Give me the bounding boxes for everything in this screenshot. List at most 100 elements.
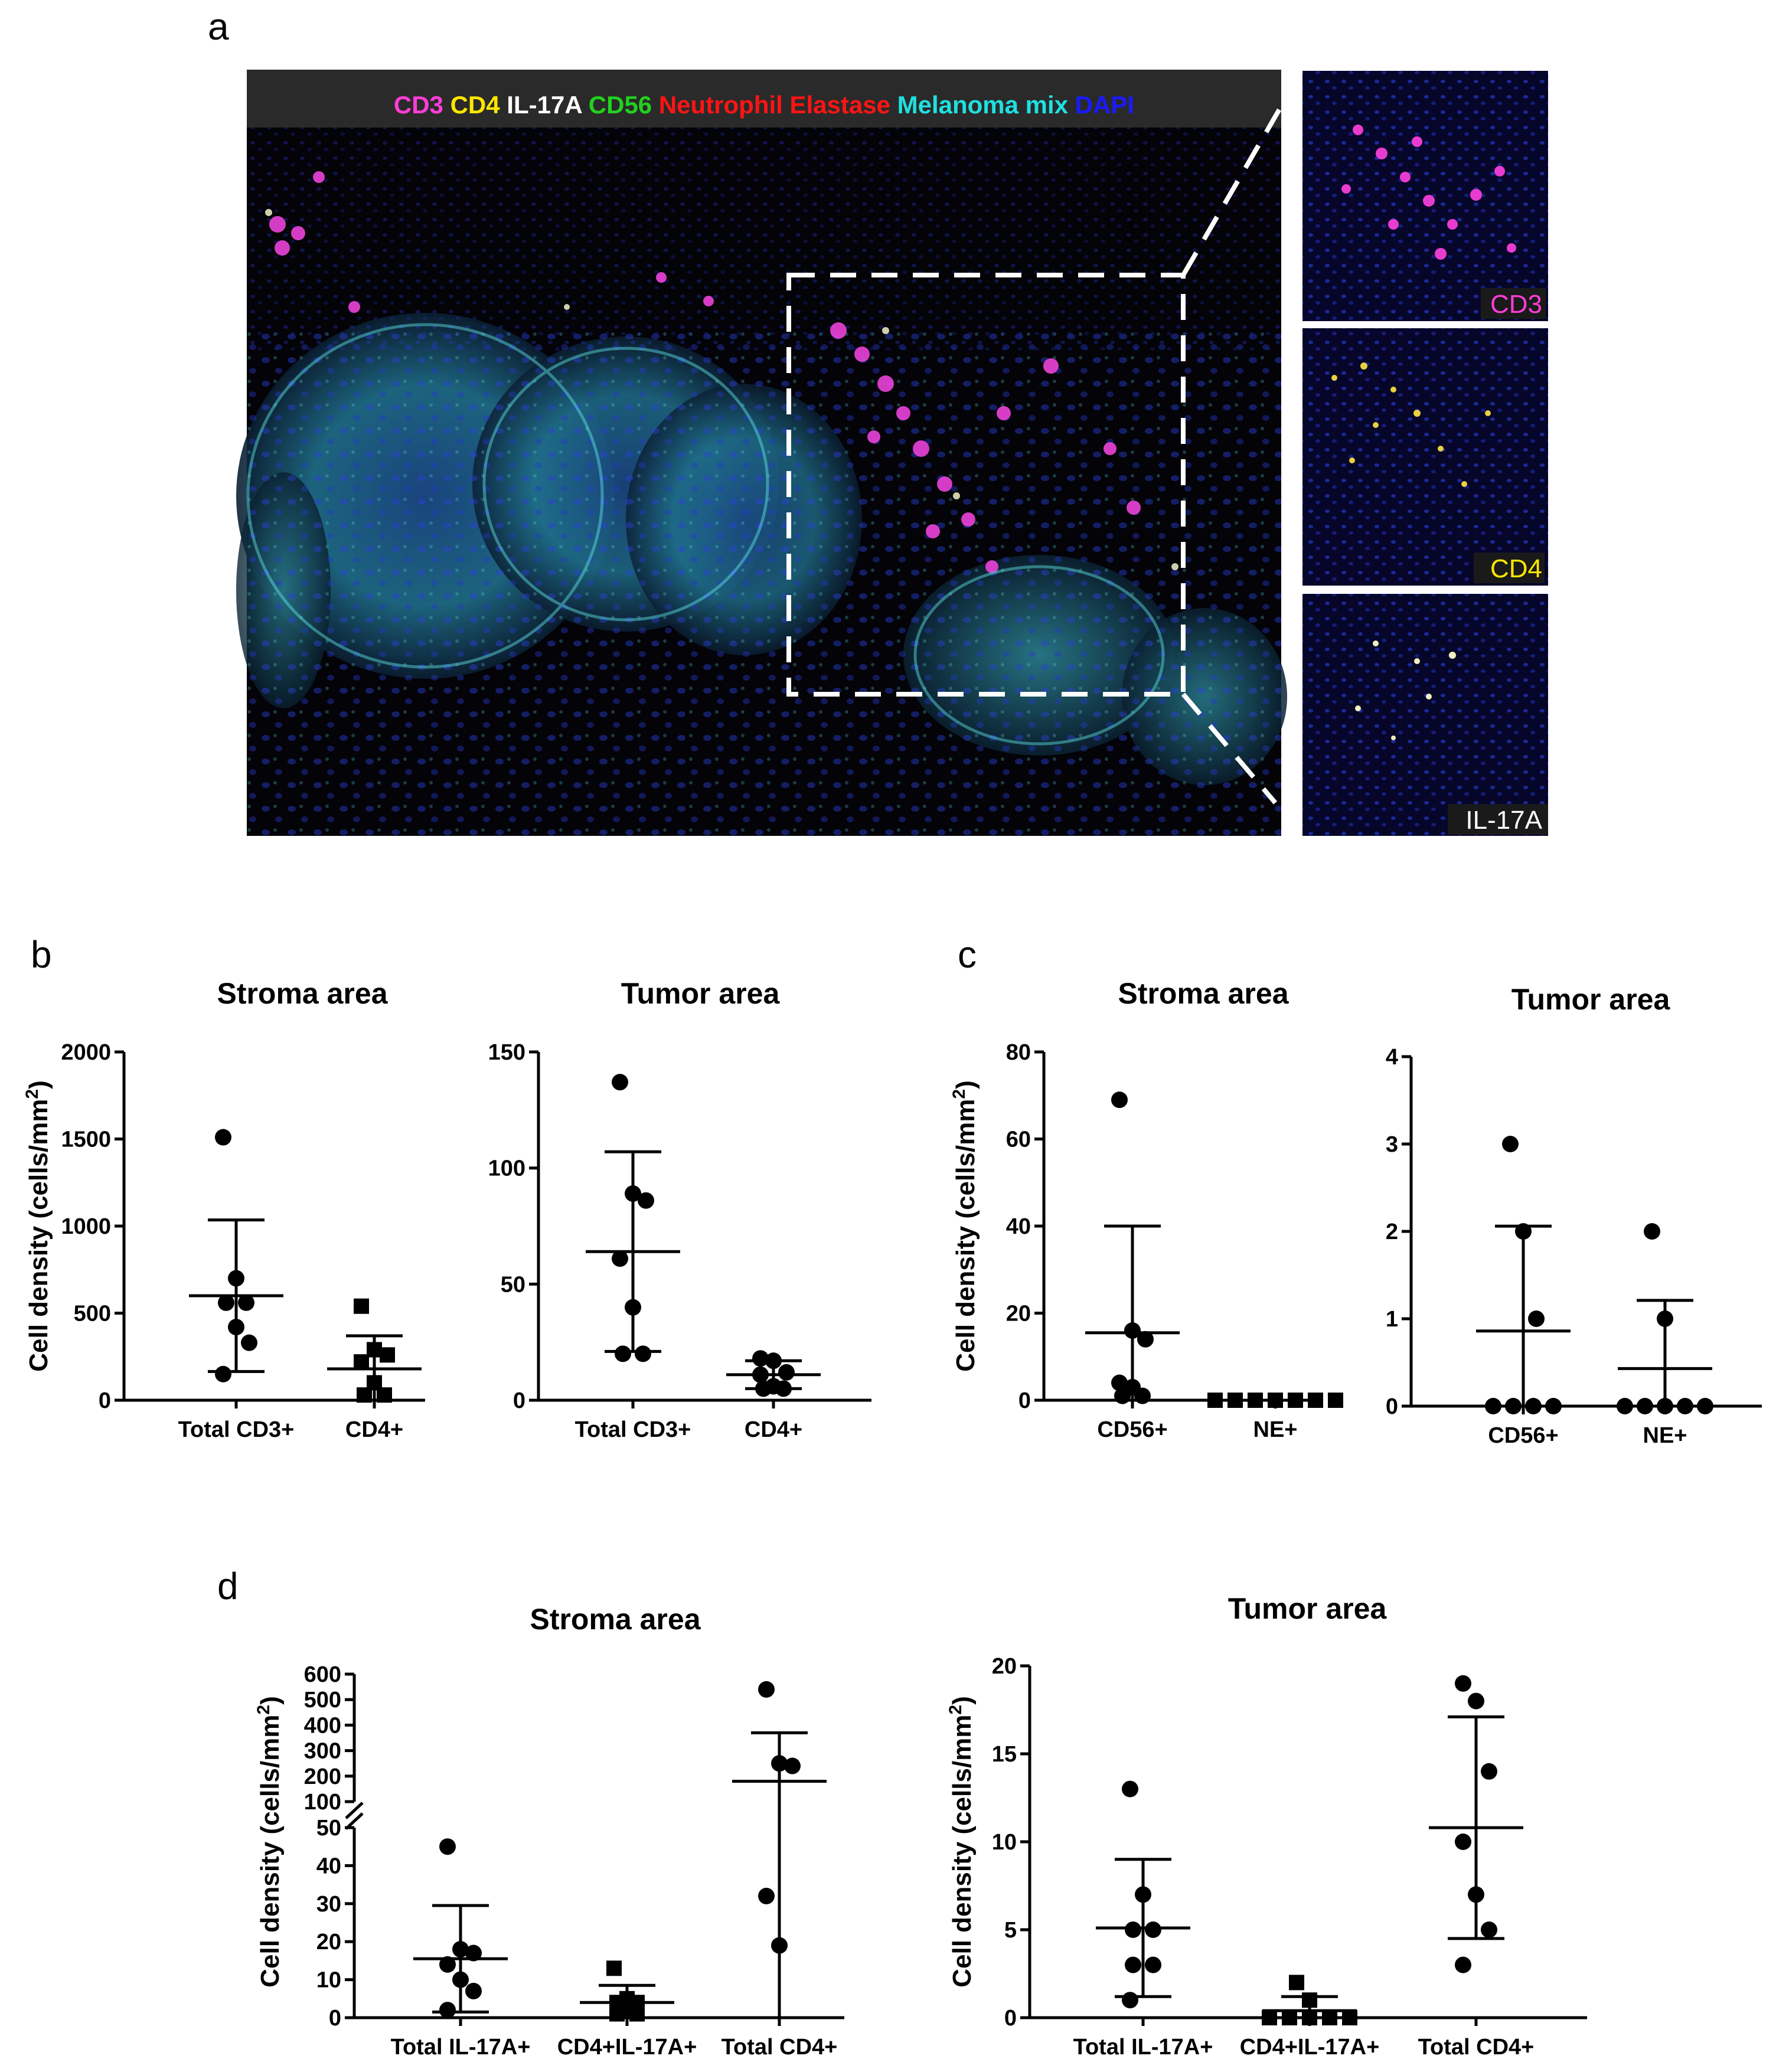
y-tick-label: 300 (304, 1739, 341, 1764)
y-tick-label: 60 (1006, 1127, 1031, 1152)
legend-il17a: IL-17A (507, 91, 582, 119)
chart-b-stroma: Stroma area 0 500 1000 1500 2000 Total CD3+ CD4… (22, 977, 425, 1442)
data-point (1125, 1921, 1141, 1938)
y-tick-label: 0 (329, 2006, 341, 2031)
data-point (1111, 1091, 1128, 1109)
data-point (1545, 1398, 1562, 1414)
y-tick-label: 0 (1018, 1388, 1031, 1413)
inset-cd3-label: CD3 (1490, 290, 1542, 319)
data-point (439, 2002, 456, 2019)
data-point (1481, 1763, 1497, 1780)
y-tick-label: 4 (1386, 1045, 1398, 1070)
data-point (778, 1364, 795, 1381)
data-point (380, 1347, 395, 1363)
y-tick-label: 100 (488, 1156, 525, 1181)
data-point (1145, 1956, 1161, 1973)
y-tick-label: 50 (316, 1816, 341, 1841)
y-tick-label: 500 (304, 1688, 341, 1712)
data-point (758, 1681, 775, 1698)
panel-label-c: c (958, 933, 977, 976)
inset-cd4-label: CD4 (1490, 554, 1542, 583)
data-point (354, 1298, 369, 1314)
data-point (439, 1956, 456, 1973)
panel-label-d: d (217, 1565, 239, 1607)
data-point (241, 1334, 257, 1351)
category-label: CD56+ (1097, 1417, 1167, 1442)
data-point (1617, 1398, 1633, 1414)
data-point (1328, 1393, 1343, 1408)
category-label: Total CD3+ (178, 1417, 295, 1442)
legend-dapi: DAPI (1075, 91, 1134, 119)
data-point (1455, 1834, 1471, 1850)
data-point (606, 1960, 622, 1976)
data-point (1455, 1675, 1471, 1692)
data-point (1481, 1921, 1497, 1938)
y-tick-label: 0 (513, 1388, 525, 1413)
category-label: Total CD4+ (1418, 2035, 1535, 2060)
chart-title: Tumor area (621, 977, 781, 1010)
y-tick-label: 150 (488, 1040, 525, 1065)
data-point (638, 1192, 654, 1209)
data-point (784, 1757, 801, 1774)
y-tick-label: 40 (316, 1854, 341, 1878)
legend-melanoma-mix: Melanoma mix (897, 91, 1069, 119)
chart-title: Stroma area (217, 977, 388, 1010)
data-point (1697, 1398, 1713, 1414)
y-tick-label: 15 (992, 1742, 1017, 1767)
inset-il17a: IL-17A (1302, 594, 1548, 836)
y-tick-label: 20 (992, 1654, 1017, 1679)
category-label: CD4+ (745, 1417, 802, 1442)
data-point (1485, 1398, 1501, 1414)
y-tick-label: 2 (1386, 1220, 1398, 1244)
data-point (1262, 2010, 1277, 2025)
legend-bar (247, 70, 1281, 128)
zoom-line-bottom (1181, 692, 1278, 805)
microscopy-panel-a: CD3 CD4 IL-17A CD56 Neutrophil Elastase … (236, 70, 1548, 836)
data-point (1111, 1374, 1128, 1391)
zoom-region-box (786, 273, 1186, 697)
data-point (1145, 1921, 1161, 1938)
y-tick-label: 50 (501, 1272, 525, 1297)
y-axis-label: Cell density (cells/mm2) (949, 1080, 981, 1372)
data-point (1468, 1692, 1484, 1710)
category-label: CD4+IL-17A+ (557, 2035, 697, 2060)
legend-cd4: CD4 (450, 91, 501, 119)
panel-label-a: a (208, 5, 229, 48)
y-tick-label: 3 (1386, 1132, 1398, 1157)
data-point (1122, 1992, 1138, 2009)
y-tick-label: 5 (1004, 1918, 1017, 1943)
chart-title: Tumor area (1511, 983, 1671, 1016)
data-point (1125, 1956, 1141, 1973)
zoom-line-top (1181, 104, 1284, 277)
y-tick-label: 500 (74, 1302, 111, 1326)
y-tick-label: 200 (304, 1764, 341, 1789)
chart-title: Stroma area (1118, 977, 1289, 1010)
data-point (1502, 1136, 1519, 1152)
chart-title: Stroma area (530, 1603, 701, 1636)
chart-d-stroma: Stroma area 0 10 20 30 40 50100200300400500600… (254, 1603, 844, 2060)
category-label: CD56+ (1488, 1423, 1558, 1448)
data-point (1289, 1975, 1304, 1991)
data-point (465, 1982, 482, 1999)
data-point (1207, 1393, 1223, 1408)
data-point (215, 1365, 231, 1383)
data-point (609, 2006, 625, 2022)
axis-break-mark (345, 1802, 364, 1819)
y-tick-label: 80 (1006, 1040, 1031, 1065)
data-point (218, 1294, 234, 1311)
y-tick-label: 1 (1386, 1307, 1398, 1332)
data-point (465, 1944, 482, 1962)
data-point (758, 1887, 775, 1904)
inset-il17a-label: IL-17A (1465, 806, 1542, 835)
data-point (1455, 1956, 1471, 1973)
inset-cd3: CD3 (1302, 71, 1548, 321)
y-tick-label: 100 (304, 1790, 341, 1815)
y-tick-label: 600 (304, 1662, 341, 1687)
category-label: CD4+ (345, 1417, 403, 1442)
data-point (215, 1129, 231, 1146)
y-tick-label: 20 (1006, 1302, 1031, 1326)
panel-label-b: b (31, 933, 52, 976)
data-point (238, 1294, 254, 1311)
